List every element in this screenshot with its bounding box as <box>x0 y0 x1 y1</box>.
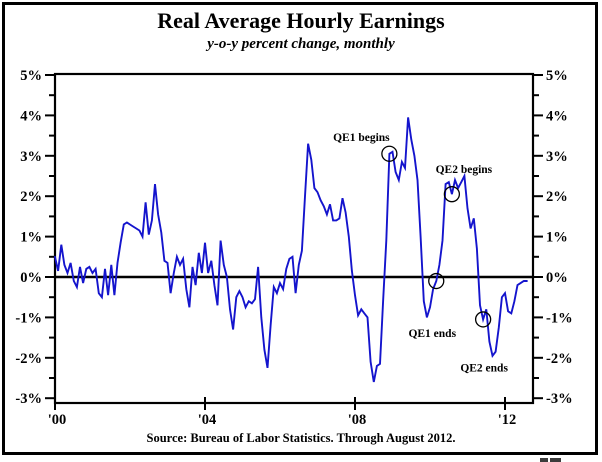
cropped-watermark-artifact <box>540 458 561 462</box>
y-tick-label-right: 4% <box>546 108 568 124</box>
plot-frame <box>53 72 535 405</box>
annotation-qe1-begins: QE1 begins <box>333 132 398 162</box>
y-tick-label-right: -1% <box>546 310 573 326</box>
y-tick-label-right: 2% <box>546 189 568 205</box>
y-tick-label-left: 3% <box>20 149 42 165</box>
figure-border <box>2 2 598 455</box>
annotation-circle-qe2-ends <box>474 311 492 328</box>
annotation-circle-qe1-ends <box>428 272 445 290</box>
annotation-qe1-ends: QE1 ends <box>408 272 457 340</box>
annotation-circle-qe2-begins <box>443 186 461 203</box>
x-tick-label: '08 <box>348 412 367 428</box>
y-tick-label-right: 1% <box>546 230 568 246</box>
y-tick-label-left: 1% <box>20 230 42 246</box>
annotation-label-qe2-ends: QE2 ends <box>460 362 508 374</box>
x-axis-ticks: '00 '04 '08 '12 <box>48 397 517 428</box>
y-axis-ticks: 5% 5% 4% 4% 3% 3% 2% 2% 1% 1% 0% 0% -1% -1% -2% -2% -3% -… <box>15 68 572 407</box>
annotation-label-qe2-begins: QE2 begins <box>436 164 493 176</box>
annotation-label-qe1-ends: QE1 ends <box>408 328 456 340</box>
y-tick-label-left: 0% <box>20 270 42 286</box>
y-tick-label-left: 2% <box>20 189 42 205</box>
x-tick-label: '12 <box>498 412 517 428</box>
annotation-label-qe1-begins: QE1 begins <box>333 132 390 144</box>
chart-title: Real Average Hourly Earnings <box>157 8 445 33</box>
annotation-circle-qe1-begins <box>381 145 398 162</box>
y-tick-label-right: 5% <box>546 68 568 84</box>
x-tick-label: '00 <box>48 412 67 428</box>
y-tick-label-left: 5% <box>20 68 42 84</box>
x-tick-label: '04 <box>198 412 217 428</box>
y-tick-label-left: -3% <box>15 391 42 407</box>
y-tick-label-right: -2% <box>546 351 573 367</box>
y-tick-label-right: -3% <box>546 391 573 407</box>
y-tick-label-right: 3% <box>546 149 568 165</box>
source-note: Source: Bureau of Labor Statistics. Thro… <box>146 431 456 445</box>
y-tick-label-left: 4% <box>20 108 42 124</box>
annotation-qe2-begins: QE2 begins <box>436 164 493 203</box>
y-tick-label-left: -1% <box>15 310 42 326</box>
annotation-qe2-ends: QE2 ends <box>460 311 508 374</box>
chart-subtitle: y-o-y percent change, monthly <box>207 36 395 52</box>
earnings-line <box>54 117 528 383</box>
y-tick-label-left: -2% <box>15 351 42 367</box>
y-tick-label-right: 0% <box>546 270 568 286</box>
